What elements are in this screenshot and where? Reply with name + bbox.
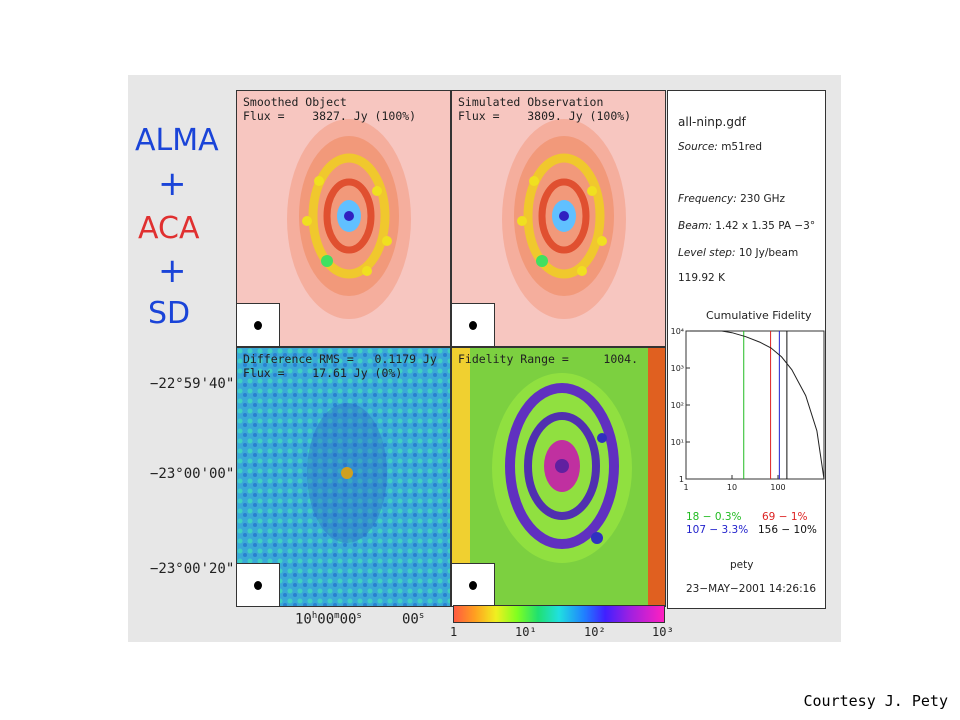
beam-box [237,563,280,606]
colorbar-tick: 10² [584,625,606,639]
info-panel: all-ninp.gdf Source: m51red Frequency: 2… [667,90,826,609]
galaxy-image [287,119,411,319]
level-step-line: Level step: 10 Jy/beam [678,247,799,259]
legend-entry: 69 − 1% [762,511,808,523]
beam-ellipse [254,581,262,590]
fidelity-image [452,348,665,606]
beam-ellipse [469,321,477,330]
plot-frame [685,330,825,480]
colorbar-tick: 10³ [652,625,674,639]
panel-title: Simulated Observation [458,95,604,109]
aca-label: ACA [138,211,200,246]
beam-box [452,303,495,346]
alma-label: ALMA [135,123,219,158]
y-tick-label: 1 [679,475,684,484]
user-name: pety [730,559,754,571]
beam-ellipse [469,581,477,590]
beam-box [452,563,495,606]
legend-entry: 18 − 0.3% [686,511,742,523]
panel-title: Difference RMS = 0.1179 Jy [243,352,437,366]
fidelity-panel: Fidelity Range = 1004. [451,347,666,607]
frequency-line: Frequency: 230 GHz [678,193,786,205]
ra-tick-main: 10h00m00s [295,611,362,628]
source-line: Source: m51red [678,141,762,153]
panel-title: Smoothed Object [243,95,347,109]
y-tick-label: 10² [671,401,684,410]
panel-flux: Flux = 17.61 Jy (0%) [243,366,403,380]
panel-flux: Flux = 3827. Jy (100%) [243,109,417,123]
plus-label: + [158,164,187,204]
ra-tick-minor: 00s [402,611,425,628]
courtesy-credit: Courtesy J. Pety [803,692,949,710]
temperature: 119.92 K [678,272,725,284]
fidelity-curve [686,330,825,480]
x-tick-label: 10 [727,483,737,492]
difference-image [237,348,450,606]
beam-line: Beam: 1.42 x 1.35 PA −3° [678,220,816,232]
declination-tick: −22°59'40" [150,376,235,392]
panel-title: Fidelity Range = 1004. [458,352,639,366]
declination-tick: −23°00'20" [150,561,235,577]
filename: all-ninp.gdf [678,115,746,129]
y-tick-label: 10¹ [671,438,684,447]
difference-panel: Difference RMS = 0.1179 Jy Flux = 17.61 … [236,347,451,607]
declination-tick: −23°00'00" [150,466,235,482]
sd-label: SD [148,296,191,331]
colorbar [453,605,665,623]
legend-entry: 156 − 10% [758,524,817,536]
colorbar-tick: 1 [450,625,458,639]
beam-box [237,303,280,346]
cumulative-fidelity-chart: 10⁴ 10³ 10² 10¹ 11 10 100 [671,327,825,492]
beam-ellipse [254,321,262,330]
legend-entry: 107 − 3.3% [686,524,749,536]
smoothed-object-panel: Smoothed Object Flux = 3827. Jy (100%) [236,90,451,347]
colorbar-tick: 10¹ [515,625,537,639]
galaxy-image [502,119,626,319]
x-tick-label: 1 [683,483,688,492]
panel-flux: Flux = 3809. Jy (100%) [458,109,632,123]
date-stamp: 23−MAY−2001 14:26:16 [686,583,817,595]
y-tick-label: 10⁴ [671,327,684,336]
y-tick-label: 10³ [671,364,684,373]
chart-title: Cumulative Fidelity [706,309,812,322]
x-tick-label: 100 [770,483,785,492]
plus-label: + [158,251,187,291]
simulated-observation-panel: Simulated Observation Flux = 3809. Jy (1… [451,90,666,347]
